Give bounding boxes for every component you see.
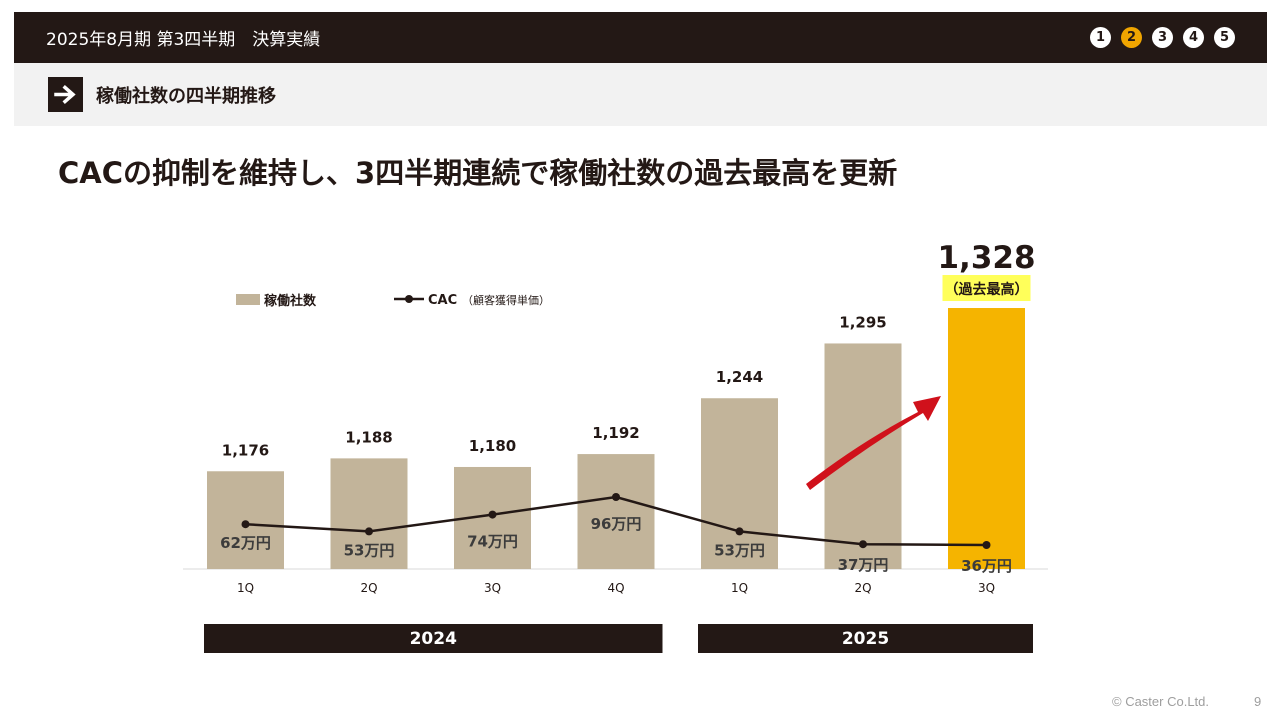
cac-point-7	[982, 541, 991, 549]
cac-point-6	[859, 540, 867, 549]
legend-bar-label: 稼働社数	[264, 293, 317, 309]
page-number: 9	[1254, 694, 1262, 709]
cac-label-1: 62万円	[220, 534, 271, 552]
record-badge-bg	[942, 275, 1031, 302]
cac-label-5: 53万円	[714, 541, 765, 559]
growth-arrow-icon	[806, 396, 941, 490]
step-4[interactable]: 4	[1183, 27, 1204, 48]
bar-value-label-4: 1,192	[592, 424, 639, 442]
cac-point-5	[735, 527, 744, 536]
step-2[interactable]: 2	[1121, 27, 1142, 48]
x-tick-label-5: 1Q	[731, 581, 748, 595]
page-headline: CACの抑制を維持し、3四半期連続で稼働社数の過去最高を更新	[58, 156, 898, 190]
cac-label-6: 37万円	[838, 556, 889, 574]
cac-point-1	[241, 520, 250, 529]
x-tick-label-7: 3Q	[978, 581, 995, 595]
bar-value-label-2: 1,188	[345, 428, 392, 446]
arrow-right-icon	[48, 77, 83, 112]
bar-2	[330, 458, 408, 569]
cac-point-2	[365, 527, 373, 536]
legend-line-note: （顧客獲得単価）	[462, 293, 550, 307]
section-title: 稼働社数の四半期推移	[96, 86, 276, 107]
year-group-label-2: 2025	[842, 629, 889, 649]
legend-line-label: CAC	[428, 293, 457, 308]
cac-label-7: 36万円	[961, 557, 1012, 575]
top-bar: 2025年8月期 第3四半期 決算実績 1 2 3 4 5	[14, 12, 1267, 63]
section-bar: 稼働社数の四半期推移	[14, 63, 1267, 126]
cac-point-3	[488, 510, 497, 519]
bar-6	[824, 343, 902, 569]
step-indicator: 1 2 3 4 5	[1090, 27, 1235, 48]
year-group-bar-2	[698, 624, 1033, 653]
step-1[interactable]: 1	[1090, 27, 1111, 48]
bar-7	[948, 308, 1025, 569]
bar-5	[701, 398, 778, 569]
cac-point-4	[612, 493, 620, 501]
bar-value-label-6: 1,295	[839, 313, 886, 331]
cac-label-4: 96万円	[591, 515, 642, 533]
legend-line-marker	[405, 295, 413, 303]
year-group-bar-1	[204, 624, 663, 653]
bar-value-label-1: 1,176	[222, 441, 269, 459]
record-badge-label: （過去最高）	[945, 281, 1029, 298]
cac-label-2: 53万円	[344, 541, 395, 559]
step-3[interactable]: 3	[1152, 27, 1173, 48]
legend-bar-swatch	[236, 294, 260, 305]
x-tick-label-1: 1Q	[237, 581, 254, 595]
step-5[interactable]: 5	[1214, 27, 1235, 48]
x-tick-label-2: 2Q	[360, 581, 377, 595]
bar-value-label-5: 1,244	[716, 368, 763, 386]
year-group-label-1: 2024	[410, 629, 457, 649]
cac-label-3: 74万円	[467, 533, 518, 551]
x-tick-label-3: 3Q	[484, 581, 501, 595]
bar-value-label-3: 1,180	[469, 437, 516, 455]
bar-1	[207, 471, 284, 569]
deck-title: 2025年8月期 第3四半期 決算実績	[46, 30, 321, 50]
x-tick-label-4: 4Q	[607, 581, 624, 595]
bar-4	[577, 454, 655, 569]
x-tick-label-6: 2Q	[854, 581, 871, 595]
copyright: © Caster Co.Ltd.	[1112, 694, 1210, 709]
bar-value-label-7: 1,328	[937, 240, 1035, 276]
